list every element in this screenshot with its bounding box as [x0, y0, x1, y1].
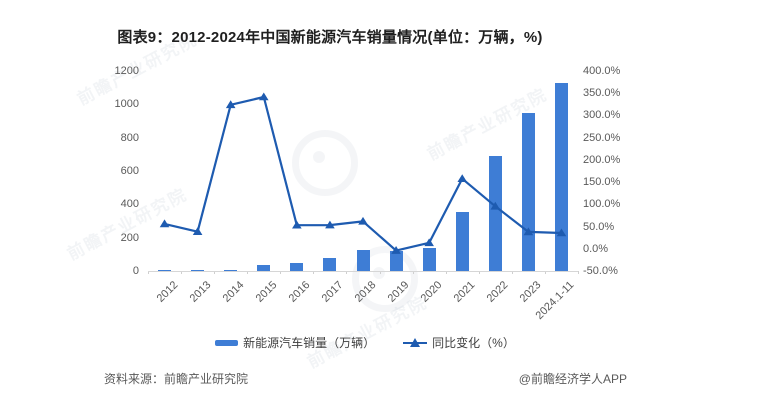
sales-bar-2012: [158, 270, 172, 271]
x-axis-tick: [346, 271, 348, 274]
x-axis-tick: [379, 271, 381, 274]
x-axis-label-2014: 2014: [220, 279, 247, 305]
x-axis-tick: [478, 271, 480, 274]
sales-bar-2013: [191, 270, 205, 271]
y-axis-left-tick: 800: [120, 131, 139, 144]
sales-bar-2018: [356, 250, 370, 271]
x-axis-tick: [313, 271, 315, 274]
x-axis-label-2017: 2017: [319, 279, 346, 305]
sales-bar-2015: [257, 265, 271, 271]
y-axis-left-tick: 1000: [114, 98, 139, 111]
y-axis-left-tick: 600: [120, 165, 139, 177]
plot-area: [148, 71, 579, 274]
x-axis-label-2015: 2015: [253, 279, 280, 305]
line-swatch-icon: [403, 337, 428, 349]
x-axis-tick: [214, 271, 216, 274]
sales-bar-2016: [290, 262, 304, 271]
x-axis-label-2012: 2012: [154, 279, 181, 305]
x-axis-tick: [247, 271, 249, 274]
x-axis-label-2019: 2019: [385, 279, 412, 305]
legend: 新能源汽车销量（万辆） 同比变化（%）: [0, 334, 730, 351]
x-axis-tick: [412, 271, 414, 274]
y-axis-left-tick: 0: [132, 265, 139, 277]
sales-bar-2014: [224, 269, 238, 271]
x-axis-tick: [578, 271, 579, 274]
yoy-marker-2019: [391, 246, 401, 254]
yoy-marker-2017: [325, 220, 335, 229]
yoy-marker-2023: [523, 227, 534, 236]
legend-label-sales: 新能源汽车销量（万辆）: [243, 336, 376, 350]
y-axis-right-tick: 300.0%: [583, 109, 621, 122]
x-axis-tick: [445, 271, 447, 274]
yoy-marker-2013: [192, 227, 203, 235]
x-axis-label-2018: 2018: [352, 279, 379, 305]
x-axis-label-2016: 2016: [286, 279, 313, 305]
y-axis-right-tick: -50.0%: [583, 265, 618, 277]
sales-bar-2022: [488, 156, 502, 271]
legend-label-yoy: 同比变化（%）: [432, 336, 515, 350]
y-axis-right-tick: 0.0%: [583, 242, 609, 255]
y-axis-right-tick: 250.0%: [583, 131, 621, 144]
x-axis-label-2022: 2022: [484, 279, 511, 305]
yoy-line-layer: [159, 92, 567, 254]
legend-item-sales: 新能源汽车销量（万辆）: [215, 334, 375, 351]
y-axis-left-tick: 1200: [114, 65, 139, 77]
yoy-marker-2020: [424, 238, 434, 247]
bar-swatch-icon: [215, 339, 239, 346]
yoy-marker-2015: [258, 92, 269, 101]
y-axis-right-tick: 50.0%: [583, 220, 615, 233]
legend-item-yoy: 同比变化（%）: [403, 334, 515, 351]
source-note: 资料来源：前瞻产业研究院: [104, 372, 249, 386]
sales-bar-2020: [422, 248, 436, 271]
brand-note: @前瞻经济学人APP: [518, 372, 627, 386]
yoy-marker-2018: [358, 216, 368, 225]
yoy-marker-2016: [292, 220, 302, 229]
yoy-marker-2022: [490, 201, 501, 210]
yoy-marker-2021: [457, 174, 468, 183]
x-axis-tick: [511, 271, 513, 274]
x-axis-line: [148, 271, 578, 272]
x-axis-label-2023: 2023: [518, 279, 544, 305]
y-axis-left-tick: 400: [120, 198, 139, 211]
sales-bar-2019: [389, 250, 403, 271]
yoy-marker-2024.1-11: [556, 228, 567, 237]
watermark-text: 前瞻产业研究院: [304, 292, 431, 372]
yoy-marker-2012: [159, 219, 170, 228]
x-axis-tick: [280, 271, 282, 274]
y-axis-right-tick: 100.0%: [583, 198, 621, 211]
x-axis-label-2020: 2020: [418, 279, 445, 305]
y-axis-right-tick: 400.0%: [583, 65, 621, 77]
x-axis-tick: [148, 271, 149, 274]
chart-title: 图表9：2012-2024年中国新能源汽车销量情况(单位：万辆，%): [117, 29, 543, 46]
yoy-marker-2014: [225, 100, 236, 109]
x-axis-label-2013: 2013: [187, 279, 214, 305]
x-axis-label-2021: 2021: [451, 279, 478, 305]
y-axis-right-tick: 150.0%: [583, 176, 621, 189]
sales-bar-2021: [455, 212, 469, 271]
sales-bar-2017: [323, 258, 337, 271]
x-axis-tick: [181, 271, 183, 274]
y-axis-right-tick: 200.0%: [583, 153, 621, 166]
y-axis-right-tick: 350.0%: [583, 87, 621, 100]
y-axis-left-tick: 200: [120, 231, 139, 244]
sales-bar-2024.1-11: [554, 83, 568, 271]
x-axis-tick: [544, 271, 546, 274]
